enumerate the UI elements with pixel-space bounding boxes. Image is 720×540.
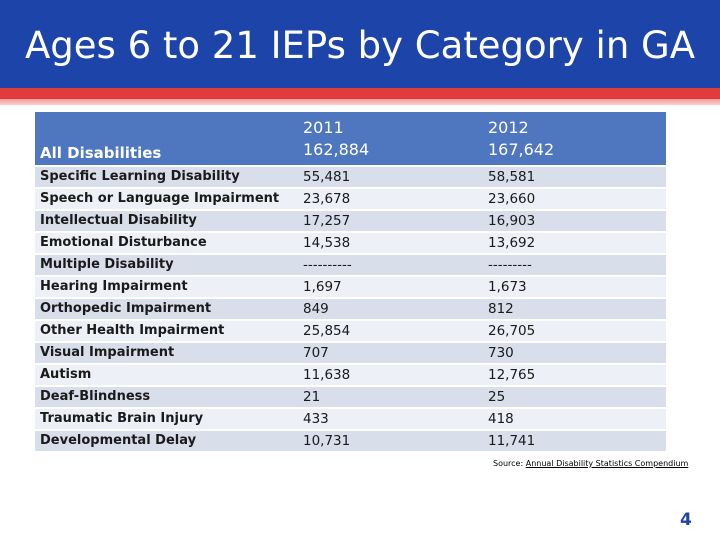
value-2012-cell: 26,705 xyxy=(483,321,666,341)
category-cell: Visual Impairment xyxy=(35,343,298,363)
source-link[interactable]: Annual Disability Statistics Compendium xyxy=(525,459,689,468)
category-cell: Emotional Disturbance xyxy=(35,233,298,253)
value-2012-cell: 418 xyxy=(483,409,666,429)
table-body: Specific Learning Disability 55,481 58,581… xyxy=(35,167,666,451)
category-cell: Intellectual Disability xyxy=(35,211,298,231)
value-2012-cell: 11,741 xyxy=(483,431,666,451)
title-bar: Ages 6 to 21 IEPs by Category in GA xyxy=(0,0,720,88)
value-2012-cell: 58,581 xyxy=(483,167,666,187)
value-2012-cell: 23,660 xyxy=(483,189,666,209)
table-row: Other Health Impairment 25,854 26,705 xyxy=(35,321,666,341)
source-note: Source: Annual Disability Statistics Com… xyxy=(493,459,688,468)
value-2011-cell: 1,697 xyxy=(298,277,483,297)
table-row: Emotional Disturbance 14,538 13,692 xyxy=(35,233,666,253)
category-cell: Specific Learning Disability xyxy=(35,167,298,187)
table-row: Developmental Delay 10,731 11,741 xyxy=(35,431,666,451)
table-row: Traumatic Brain Injury 433 418 xyxy=(35,409,666,429)
table-row: Visual Impairment 707 730 xyxy=(35,343,666,363)
value-2011-cell: 433 xyxy=(298,409,483,429)
iep-category-table: All Disabilities 2011 162,884 2012 167,6… xyxy=(35,110,666,453)
year-2011: 2011 xyxy=(303,117,344,137)
table-row: Autism 11,638 12,765 xyxy=(35,365,666,385)
table-row: Speech or Language Impairment 23,678 23,66… xyxy=(35,189,666,209)
value-2012-cell: 1,673 xyxy=(483,277,666,297)
year-2012: 2012 xyxy=(488,117,529,137)
value-2011-cell: 17,257 xyxy=(298,211,483,231)
value-2011-cell: 23,678 xyxy=(298,189,483,209)
source-prefix: Source: xyxy=(493,459,526,468)
table-row: Intellectual Disability 17,257 16,903 xyxy=(35,211,666,231)
header-2012: 2012 167,642 xyxy=(483,112,666,165)
all-disabilities-label: All Disabilities xyxy=(35,112,298,165)
value-2012-cell: 812 xyxy=(483,299,666,319)
value-2011-cell: 10,731 xyxy=(298,431,483,451)
value-2011-cell: 849 xyxy=(298,299,483,319)
category-cell: Orthopedic Impairment xyxy=(35,299,298,319)
category-cell: Multiple Disability xyxy=(35,255,298,275)
page-number: 4 xyxy=(680,510,692,530)
category-cell: Hearing Impairment xyxy=(35,277,298,297)
slide-title: Ages 6 to 21 IEPs by Category in GA xyxy=(24,24,696,67)
value-2012-cell: 16,903 xyxy=(483,211,666,231)
value-2011-cell: 55,481 xyxy=(298,167,483,187)
value-2011-cell: 11,638 xyxy=(298,365,483,385)
table-row: Orthopedic Impairment 849 812 xyxy=(35,299,666,319)
table-row: Deaf-Blindness 21 25 xyxy=(35,387,666,407)
table-row: Specific Learning Disability 55,481 58,581 xyxy=(35,167,666,187)
table-row: Hearing Impairment 1,697 1,673 xyxy=(35,277,666,297)
value-2012-cell: 730 xyxy=(483,343,666,363)
total-2011: 162,884 xyxy=(303,139,370,159)
value-2012-cell: 25 xyxy=(483,387,666,407)
value-2012-cell: 13,692 xyxy=(483,233,666,253)
accent-stripe xyxy=(0,88,720,105)
total-2012: 167,642 xyxy=(488,139,555,159)
category-cell: Developmental Delay xyxy=(35,431,298,451)
value-2011-cell: 14,538 xyxy=(298,233,483,253)
table-header-row: All Disabilities 2011 162,884 2012 167,6… xyxy=(35,112,666,165)
value-2011-cell: 21 xyxy=(298,387,483,407)
value-2012-cell: --------- xyxy=(483,255,666,275)
category-cell: Autism xyxy=(35,365,298,385)
value-2012-cell: 12,765 xyxy=(483,365,666,385)
table-row: Multiple Disability ---------- --------- xyxy=(35,255,666,275)
category-cell: Speech or Language Impairment xyxy=(35,189,298,209)
category-cell: Deaf-Blindness xyxy=(35,387,298,407)
category-cell: Traumatic Brain Injury xyxy=(35,409,298,429)
value-2011-cell: ---------- xyxy=(298,255,483,275)
header-2011: 2011 162,884 xyxy=(298,112,483,165)
value-2011-cell: 707 xyxy=(298,343,483,363)
value-2011-cell: 25,854 xyxy=(298,321,483,341)
category-cell: Other Health Impairment xyxy=(35,321,298,341)
